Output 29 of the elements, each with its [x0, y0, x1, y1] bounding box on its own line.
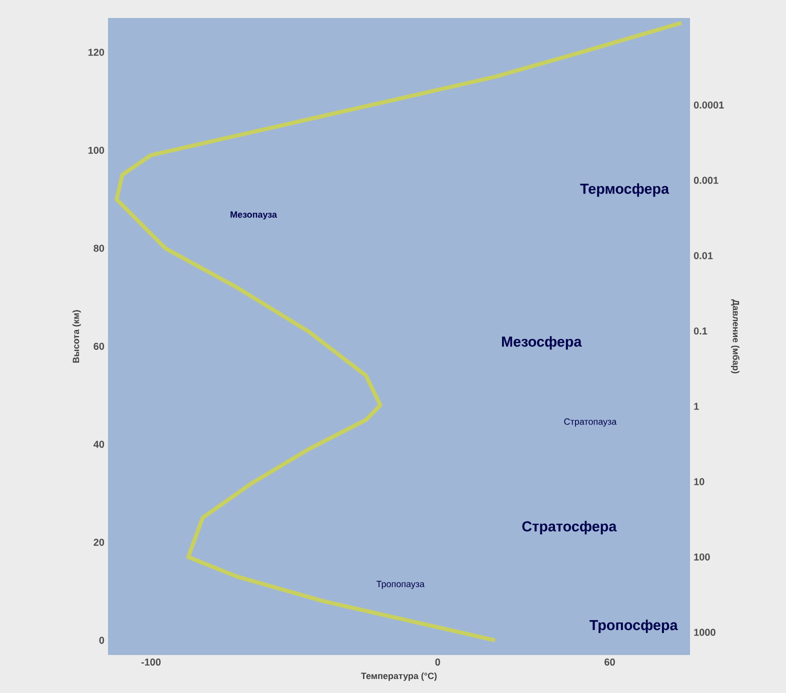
x-axis-title: Температура (°C): [361, 672, 437, 681]
y-tick-label: 80: [94, 244, 104, 252]
y2-tick-label: 0.0001: [694, 101, 724, 109]
y2-tick-label: 0.001: [694, 176, 718, 184]
y2-tick-label: 0.1: [694, 327, 708, 335]
y-tick-label: 20: [94, 538, 104, 546]
y-axis-title: Высота (км): [72, 310, 81, 363]
line-series: [114, 20, 684, 642]
annotation: Тропопауза: [376, 580, 425, 589]
y2-tick-label: 10: [694, 478, 704, 486]
annotation: Мезопауза: [230, 211, 278, 220]
annotation: Термосфера: [580, 183, 670, 197]
y-tick-label: 60: [94, 342, 104, 350]
annotation: Мезосфера: [502, 336, 582, 350]
y-tick-label: 120: [88, 48, 104, 56]
x-tick-label: 0: [435, 658, 440, 666]
annotation: Тропосфера: [590, 620, 678, 634]
y2-tick-label: 0.01: [694, 252, 713, 260]
x-tick-label: -100: [141, 658, 161, 666]
annotation: Стратосфера: [522, 520, 617, 534]
y2-tick-label: 1: [694, 402, 699, 410]
y-tick-label: 0: [99, 636, 104, 644]
y2-tick-label: 1000: [694, 628, 716, 636]
y2-axis-title: Давление (мбар): [731, 299, 740, 374]
annotation: Стратопауза: [564, 418, 617, 427]
x-tick-label: 60: [604, 658, 615, 666]
y-tick-label: 40: [94, 440, 104, 448]
y-tick-label: 100: [88, 146, 104, 154]
y2-tick-label: 100: [694, 553, 710, 561]
